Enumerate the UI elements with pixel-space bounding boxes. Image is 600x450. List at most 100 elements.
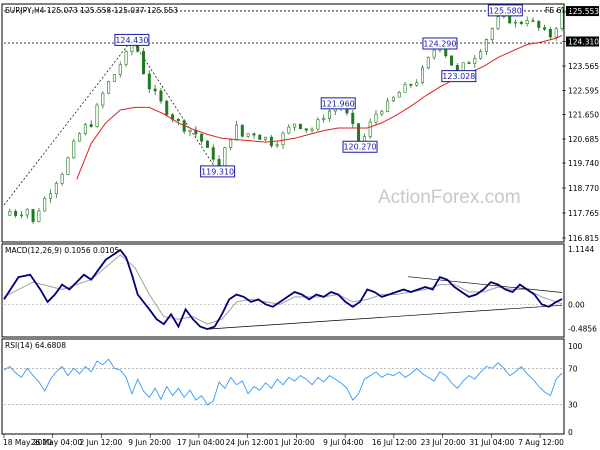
candle	[19, 210, 23, 219]
macd-line	[3, 248, 563, 331]
candle	[258, 134, 262, 140]
candle	[537, 20, 541, 31]
candle-body	[310, 128, 314, 131]
annotation-text: 121.960	[322, 99, 355, 108]
candle	[415, 79, 419, 87]
rsi-panel-frame	[1, 338, 565, 435]
x-tick-label: 31 Jul 04:00	[469, 438, 514, 447]
candle	[118, 61, 122, 78]
macd-trend-line-0	[207, 304, 563, 330]
candle-body	[107, 81, 111, 94]
candle-body	[380, 111, 384, 115]
price-annotation: 124.290	[422, 37, 458, 50]
candle-body	[554, 28, 558, 38]
price-annotation: 120.270	[342, 140, 378, 153]
candle	[467, 60, 471, 65]
candle	[83, 122, 87, 136]
candle	[188, 129, 192, 136]
candle	[490, 27, 494, 43]
candle-body	[473, 58, 477, 65]
candle-body	[118, 64, 122, 75]
macd-signal-line	[3, 254, 563, 325]
candle-body	[519, 21, 523, 24]
y-tick-label: 117.765	[568, 209, 599, 218]
candle-body	[159, 90, 163, 102]
candle	[66, 156, 70, 176]
candle	[37, 207, 41, 223]
annotation-box	[422, 37, 458, 50]
candle	[426, 56, 430, 70]
macd-y-tick-label: 1.1144	[568, 245, 594, 254]
price-annotation: 123.028	[441, 70, 477, 83]
candle	[101, 91, 105, 109]
candle	[380, 109, 384, 117]
x-tick-label: 2 Jun 12:00	[79, 438, 122, 447]
candle-body	[252, 133, 256, 136]
candle-body	[397, 92, 401, 98]
price-annotation: 119.310	[200, 165, 236, 178]
candle-body	[153, 88, 157, 92]
candle-body	[467, 62, 471, 65]
candle	[240, 124, 244, 138]
candle	[479, 49, 483, 60]
x-tick-label: 9 Jun 20:00	[128, 438, 171, 447]
candle-body	[386, 100, 390, 112]
candle	[519, 20, 523, 26]
candle-body	[37, 210, 41, 222]
candle	[107, 80, 111, 95]
main-panel-frame	[1, 3, 565, 243]
annotation-box	[487, 4, 523, 17]
candle	[60, 172, 64, 186]
candle-body	[537, 20, 541, 28]
candle-body	[293, 123, 297, 128]
candle-body	[490, 28, 494, 40]
candle	[142, 47, 146, 75]
candle-body	[60, 174, 64, 184]
candle-body	[304, 128, 308, 131]
candle	[147, 70, 151, 93]
rsi-line	[3, 358, 563, 406]
candle-body	[548, 29, 552, 38]
candle	[72, 139, 76, 159]
y-tick-label: 118.770	[568, 184, 599, 193]
candle-body	[374, 113, 378, 123]
candle	[351, 110, 355, 128]
macd-trend-line-1	[407, 276, 563, 293]
candle	[525, 16, 529, 27]
candle	[450, 55, 454, 66]
x-tick-label: 9 Jul 04:00	[323, 438, 363, 447]
candle	[78, 132, 82, 142]
candle	[223, 146, 227, 167]
candle	[252, 132, 256, 139]
candle	[176, 118, 180, 126]
candle	[310, 127, 314, 133]
candle-body	[89, 124, 93, 127]
candle-body	[188, 129, 192, 132]
candle-body	[415, 82, 419, 86]
candle-body	[496, 16, 500, 29]
fe-label: FE 61.8	[545, 6, 573, 15]
y-tick-label: 122.595	[568, 87, 599, 96]
candle-body	[14, 210, 18, 216]
annotation-text: 120.270	[343, 143, 376, 152]
annotation-box	[320, 97, 356, 110]
candle-body	[450, 55, 454, 66]
candle-body	[66, 157, 70, 175]
moving-average-line	[76, 35, 563, 180]
candle	[298, 123, 302, 130]
annotation-text: 124.290	[423, 39, 456, 48]
rsi-header: RSI(14) 64.6808	[5, 341, 66, 350]
candle-body	[83, 124, 87, 135]
annotation-box	[200, 165, 236, 178]
main-price-layer: 124.430 119.310 121.960 120.270 124.290 123.0…	[3, 4, 564, 224]
candle-body	[54, 182, 58, 194]
candle-body	[25, 209, 29, 216]
candle	[548, 26, 552, 40]
macd-layer	[3, 248, 563, 331]
price-annotation: 125.580	[487, 4, 523, 17]
candle-body	[426, 56, 430, 69]
candle-body	[403, 84, 407, 93]
annotation-text: 123.028	[442, 72, 475, 81]
candle-body	[78, 133, 82, 142]
candle-body	[205, 140, 209, 148]
